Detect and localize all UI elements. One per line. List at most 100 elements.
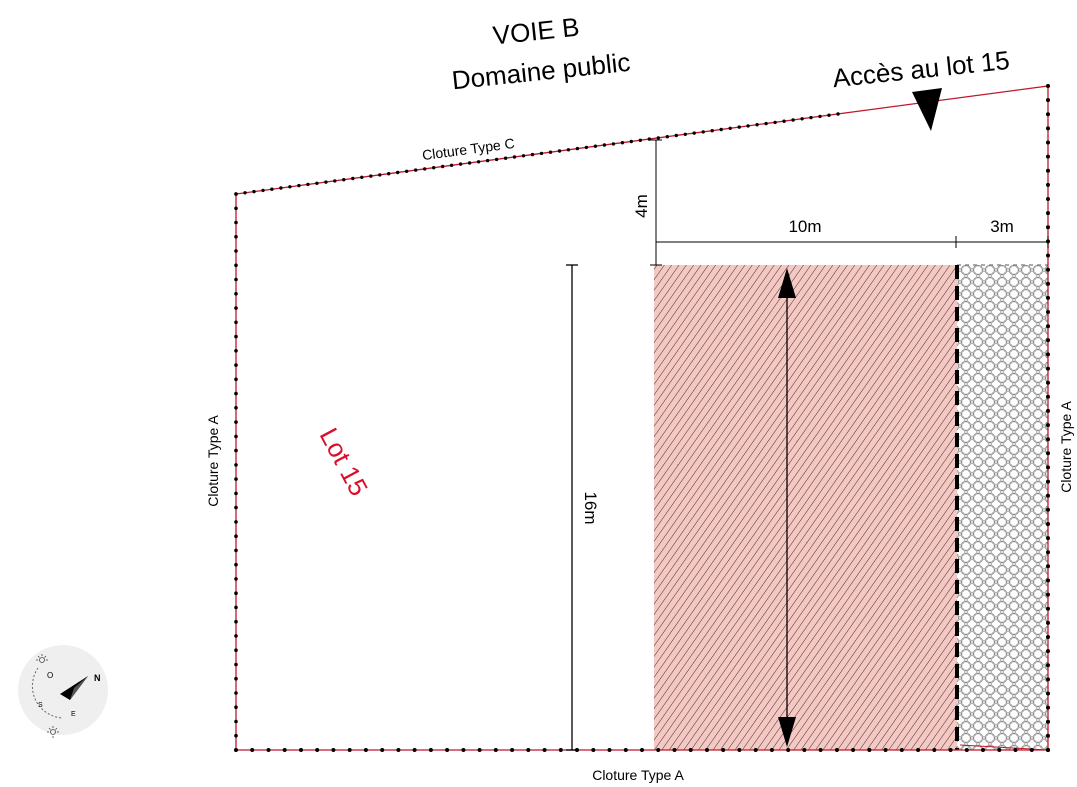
fence-dot	[1046, 112, 1050, 117]
fence-dot	[234, 505, 238, 510]
fence-dot	[234, 520, 238, 524]
fence-dot	[1046, 140, 1050, 145]
fence-dot	[288, 185, 292, 189]
fence-dot	[674, 133, 678, 138]
fence-dot	[458, 162, 463, 166]
fence-dot	[477, 748, 482, 752]
fence-dot	[485, 158, 490, 163]
fence-dot	[369, 174, 373, 178]
fence-dot	[916, 748, 921, 752]
fence-dot	[234, 705, 238, 709]
compass-west: O	[47, 671, 53, 680]
fence-dot	[441, 164, 445, 169]
fence-dot	[234, 719, 238, 724]
depth-label: 16m	[581, 491, 600, 524]
fence-dot	[1046, 225, 1050, 230]
fence-dot	[234, 206, 238, 211]
lot-label: Lot 15	[314, 423, 374, 501]
fence-dot	[387, 172, 391, 176]
fence-bottom-dots	[234, 748, 1050, 752]
fence-dot	[234, 477, 238, 481]
fence-dot	[932, 748, 937, 752]
fence-dot	[1046, 394, 1050, 399]
fence-dot	[737, 748, 742, 752]
fence-dot	[883, 748, 888, 752]
fence-dot	[476, 160, 481, 164]
fence-dot	[623, 748, 628, 752]
fence-dot	[347, 748, 352, 752]
fence-dot	[818, 748, 823, 752]
fence-right-dots	[1046, 84, 1050, 752]
fence-dot	[602, 143, 607, 147]
fence-dot	[640, 748, 644, 752]
fence-dot	[899, 748, 904, 752]
fence-dot	[503, 156, 508, 160]
fence-dot	[1046, 295, 1050, 300]
fence-dot	[234, 349, 238, 353]
fence-dot	[611, 142, 616, 146]
fence-dot	[827, 113, 831, 117]
fence-dot	[1046, 479, 1050, 484]
fence-dot	[1046, 465, 1050, 470]
fence-dot	[656, 748, 661, 752]
fence-dot	[351, 176, 355, 181]
fence-dot	[423, 167, 427, 171]
fence-dot	[494, 157, 499, 162]
fence-dot	[378, 173, 382, 177]
sunset-icon	[47, 726, 59, 738]
fence-dot	[315, 181, 319, 185]
fence-dot	[728, 126, 732, 130]
fence-dot	[234, 292, 238, 296]
fence-dot	[607, 748, 612, 752]
fence-dot	[432, 166, 436, 170]
fence-dot	[557, 149, 562, 153]
fence-dot	[1046, 324, 1050, 329]
fence-dot	[234, 733, 238, 738]
fence-dot	[234, 448, 238, 453]
fence-dot	[234, 548, 238, 553]
fence-dot	[834, 748, 839, 752]
fence-dot	[234, 662, 238, 667]
depth-double-arrow	[778, 268, 796, 747]
fence-dot	[1046, 154, 1050, 159]
fence-dot	[1046, 352, 1050, 357]
fence-dot	[243, 191, 247, 195]
fence-dot	[701, 130, 705, 134]
fence-dot	[234, 634, 238, 638]
fence-dot	[1046, 578, 1050, 583]
fence-dot	[234, 377, 238, 382]
fence-dot	[1046, 451, 1050, 456]
fence-dot	[809, 115, 813, 120]
fence-dot	[851, 748, 856, 752]
fence-dot	[836, 112, 840, 116]
fence-dot	[1029, 748, 1034, 752]
fence-dot	[510, 748, 515, 752]
fence-dot	[445, 748, 450, 752]
fence-dot	[710, 129, 714, 133]
fence-dot	[1046, 281, 1050, 286]
fence-dot	[412, 748, 417, 752]
road-name: VOIE B	[491, 12, 580, 51]
sunrise-icon	[36, 654, 48, 663]
fence-dot	[773, 120, 777, 125]
fence-dot	[575, 146, 580, 151]
fence-dot	[234, 334, 238, 339]
fence-dot	[1046, 691, 1050, 696]
fence-dot	[414, 168, 418, 172]
compass-south: S	[38, 702, 43, 709]
fence-dot	[548, 150, 553, 154]
fence-dot	[1013, 748, 1018, 752]
fence-dot	[584, 145, 589, 150]
fence-dot	[521, 154, 526, 158]
fence-dot	[467, 161, 472, 165]
fence-dot	[428, 748, 433, 752]
fence-dot	[234, 491, 238, 496]
fence-dot	[593, 144, 598, 148]
fence-dot	[786, 748, 791, 752]
fence-dot	[234, 591, 238, 595]
fence-dot	[234, 562, 238, 567]
fence-dot	[234, 676, 238, 681]
fence-dot	[1046, 663, 1050, 668]
fence-dot	[1046, 550, 1050, 555]
fence-dot	[1046, 168, 1050, 173]
